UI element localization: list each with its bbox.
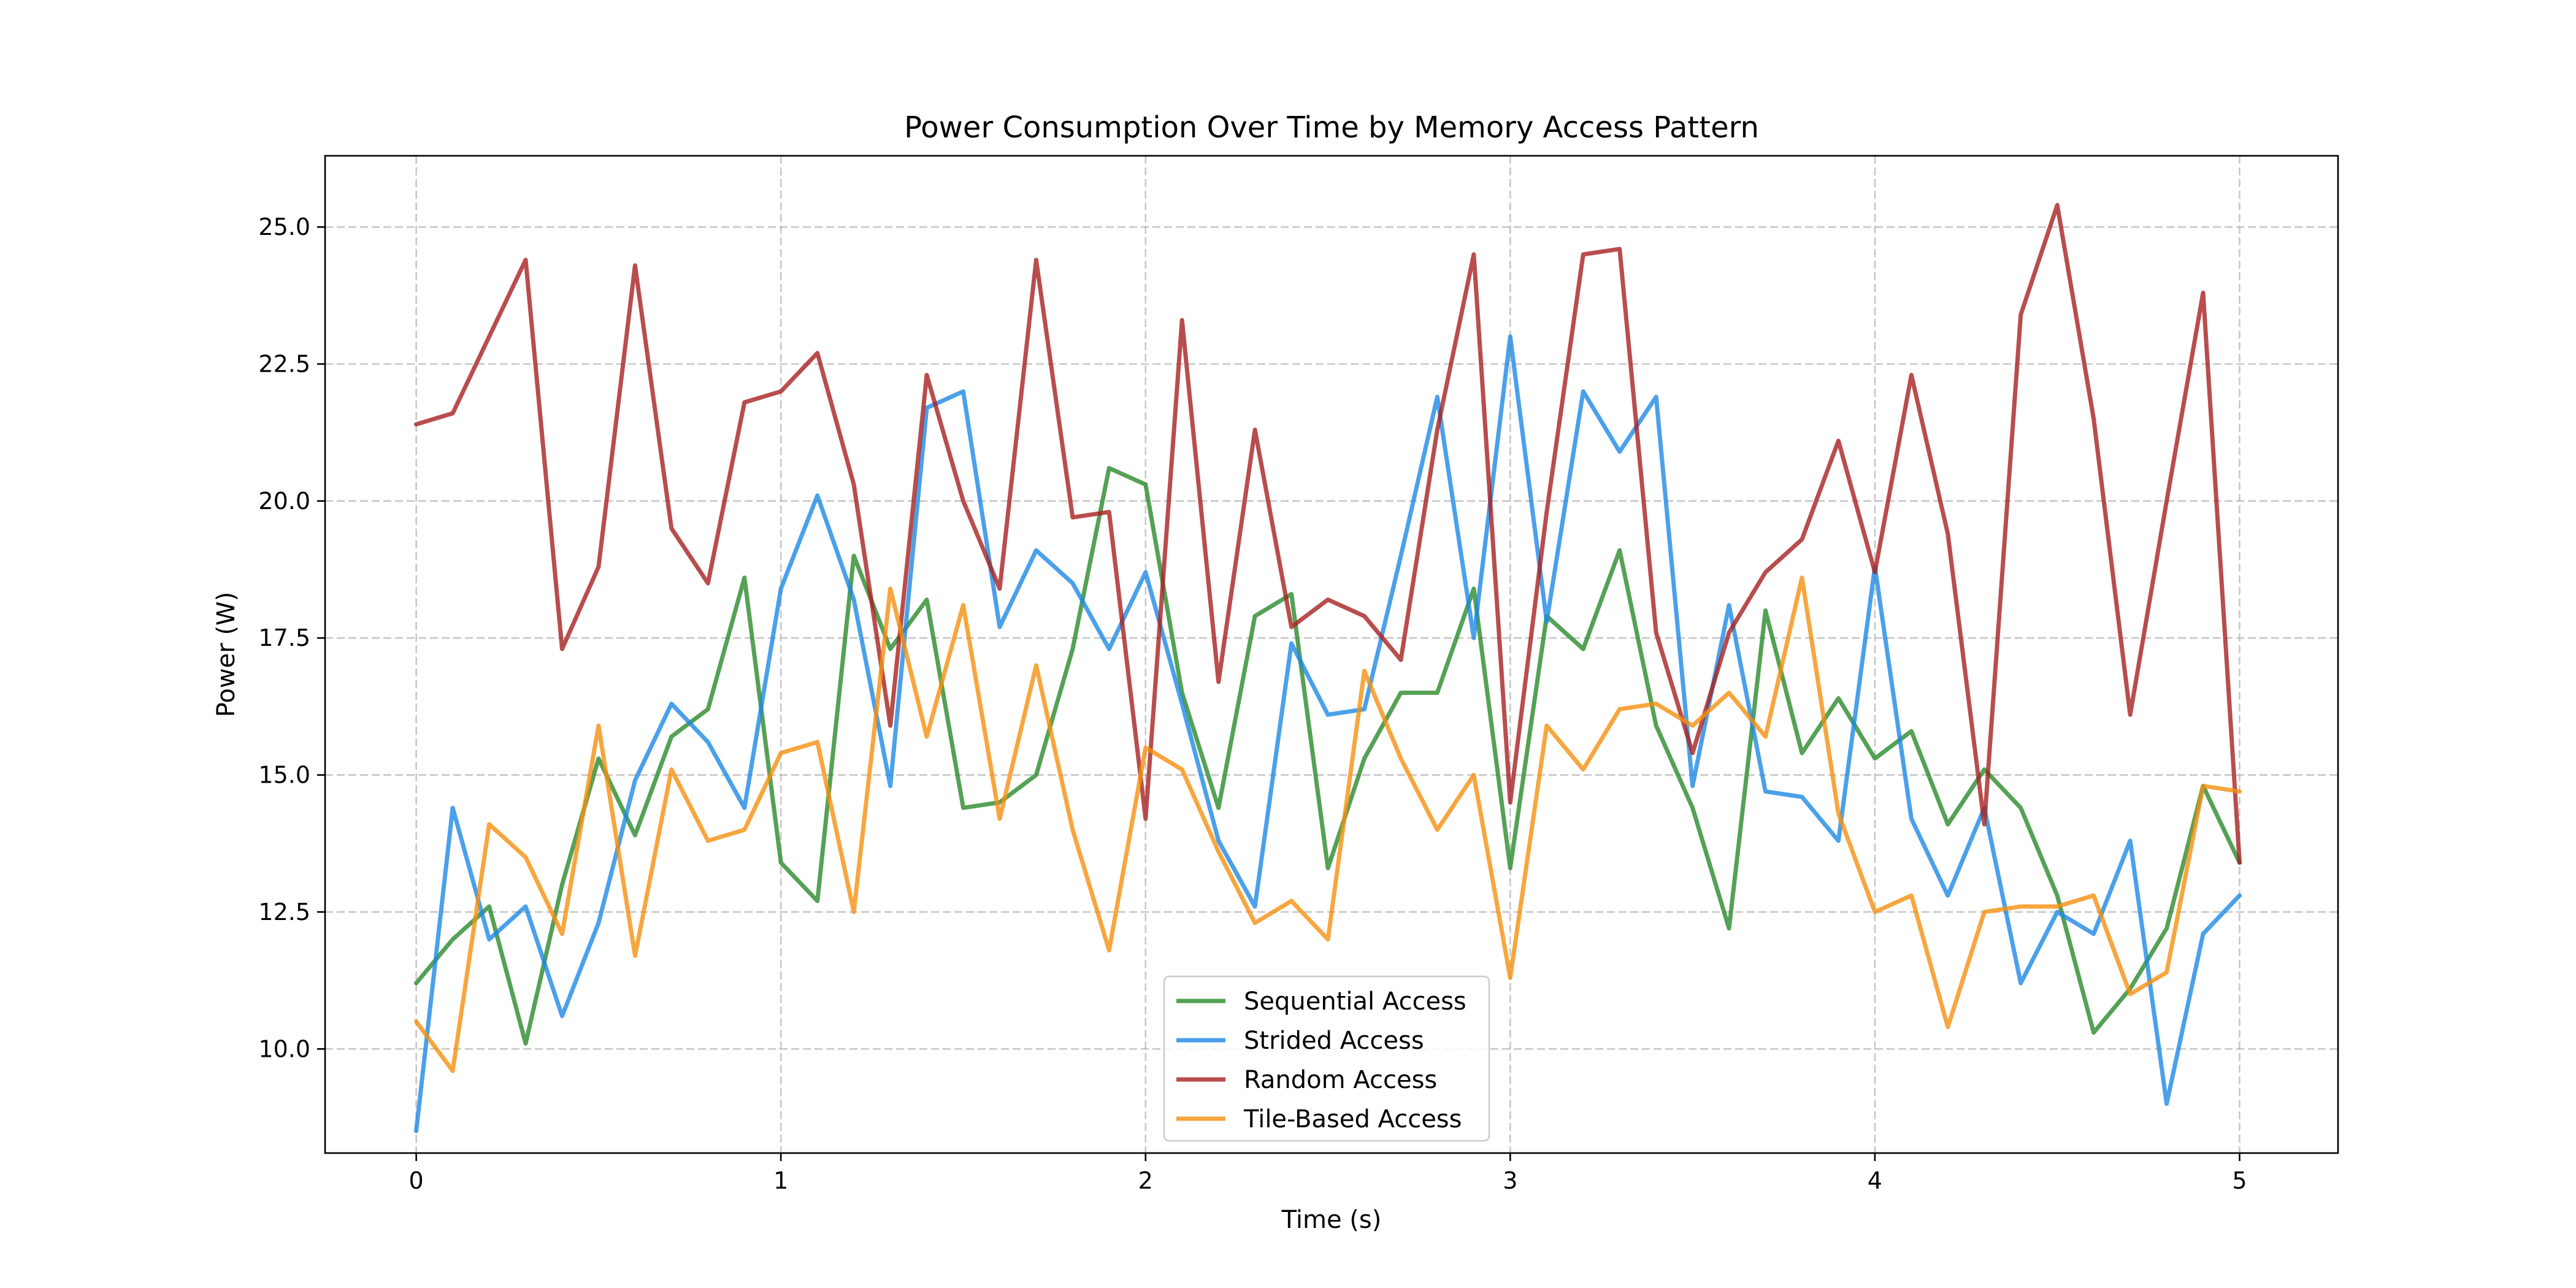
legend-label-strided-access: Strided Access — [1244, 1027, 1424, 1055]
x-tick-label: 4 — [1868, 1167, 1882, 1194]
x-axis: 0 1 2 3 4 5 — [409, 1153, 2247, 1194]
plot-area-frame — [324, 155, 2339, 1154]
legend-label-tile-based-access: Tile-Based Access — [1243, 1105, 1462, 1133]
grid-lines — [325, 156, 2338, 1153]
x-tick-label: 2 — [1138, 1167, 1153, 1194]
x-tick-label: 5 — [2232, 1167, 2247, 1194]
y-tick-label: 10.0 — [258, 1035, 310, 1062]
y-tick-label: 22.5 — [258, 350, 310, 377]
legend: Sequential Access Strided Access Random Ac… — [1163, 975, 1490, 1142]
y-tick-label: 12.5 — [258, 899, 310, 926]
series-line-strided-access — [414, 334, 2242, 1133]
y-axis-label: Power (W) — [212, 592, 240, 717]
x-tick-label: 0 — [409, 1167, 424, 1194]
y-tick-label: 17.5 — [258, 624, 310, 651]
x-axis-label: Time (s) — [1281, 1206, 1382, 1234]
y-tick-label: 15.0 — [258, 762, 310, 789]
series-lines — [414, 202, 2242, 1133]
legend-label-random-access: Random Access — [1244, 1066, 1437, 1094]
legend-box — [1163, 975, 1490, 1142]
series-line-tile-based-access — [414, 575, 2242, 1073]
legend-label-sequential-access: Sequential Access — [1244, 987, 1466, 1016]
y-tick-label: 25.0 — [258, 213, 310, 240]
y-tick-label: 20.0 — [258, 488, 310, 515]
x-tick-label: 1 — [773, 1167, 788, 1194]
x-tick-label: 3 — [1503, 1167, 1517, 1194]
series-line-sequential-access — [414, 466, 2242, 1046]
series-line-random-access — [414, 202, 2242, 865]
chart-title: Power Consumption Over Time by Memory Ac… — [904, 110, 1759, 145]
y-axis: 10.0 12.5 15.0 17.5 20.0 22.5 25.0 — [258, 213, 325, 1062]
